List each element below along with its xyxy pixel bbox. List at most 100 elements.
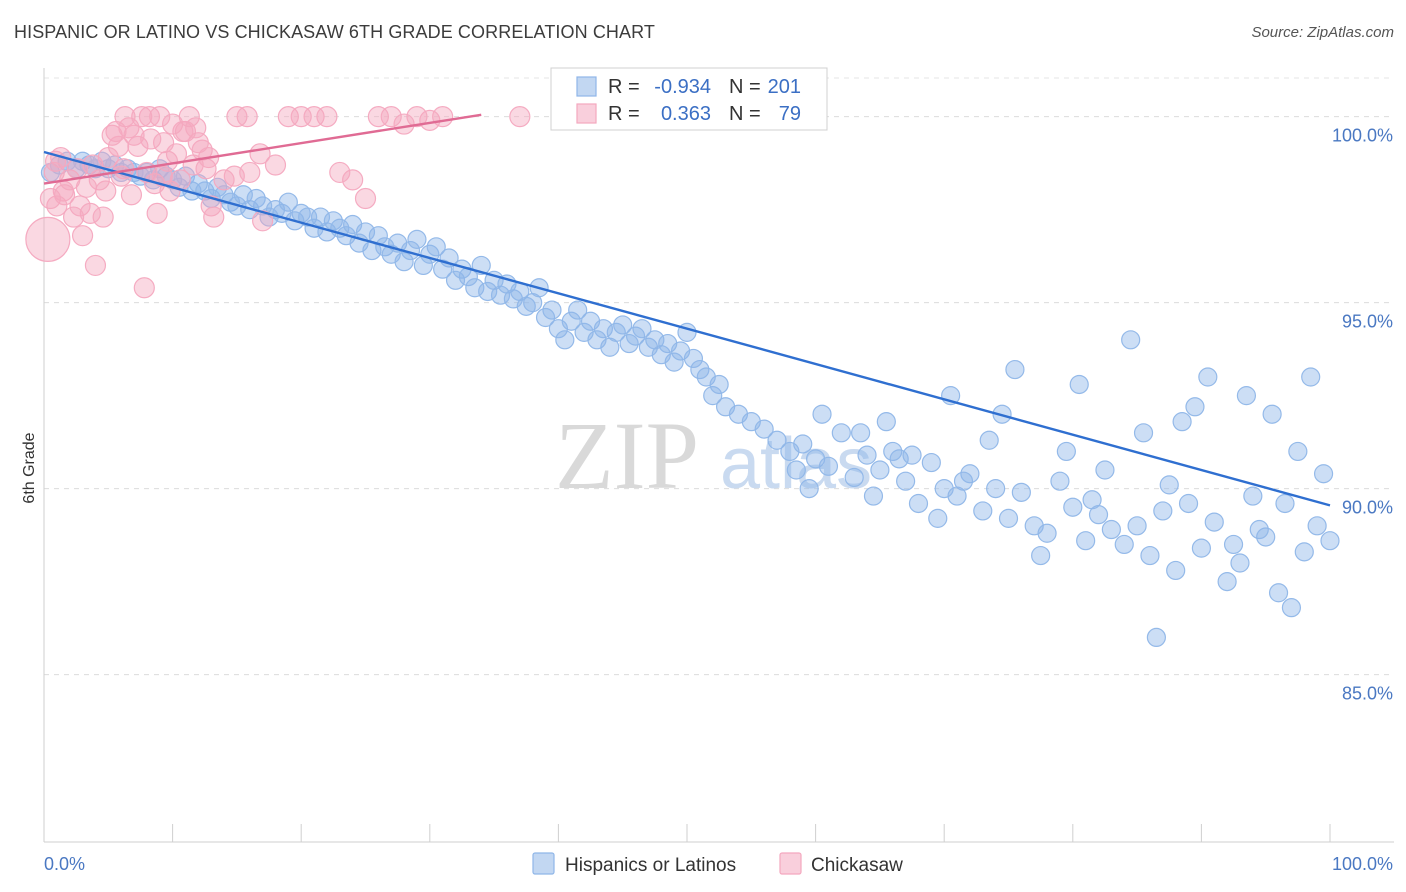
data-point <box>1082 490 1102 510</box>
data-point <box>432 106 454 128</box>
data-point <box>249 143 271 165</box>
data-point <box>1069 374 1089 395</box>
data-point <box>342 169 364 191</box>
data-point <box>120 184 143 206</box>
legend-r-value: -0.934 <box>654 76 711 98</box>
legend-n-label: N = <box>729 103 761 125</box>
data-point <box>973 501 993 521</box>
data-point <box>953 471 974 491</box>
data-point <box>1063 497 1083 517</box>
data-point <box>683 348 704 369</box>
data-point <box>1178 493 1199 514</box>
data-point <box>1307 516 1327 536</box>
data-point <box>79 202 101 224</box>
data-point <box>1243 486 1263 506</box>
data-point <box>664 352 684 372</box>
data-point <box>146 202 168 224</box>
data-point <box>1294 542 1314 562</box>
data-point <box>69 195 91 217</box>
data-point <box>1166 560 1186 581</box>
data-point <box>1127 516 1147 536</box>
data-point <box>555 330 575 350</box>
data-point <box>1268 583 1289 603</box>
data-point <box>1031 545 1051 566</box>
data-point <box>870 460 890 480</box>
data-point <box>1288 441 1308 462</box>
data-point <box>71 225 94 247</box>
data-point <box>1114 534 1134 555</box>
data-point <box>1140 545 1160 566</box>
legend-r-label: R = <box>608 103 640 125</box>
data-point <box>889 449 909 469</box>
legend-bottom: Hispanics or Latinos Chickasaw <box>532 852 903 876</box>
data-point <box>767 430 787 450</box>
data-point <box>107 135 130 157</box>
data-point <box>277 106 299 128</box>
data-point <box>1256 527 1276 547</box>
data-point <box>568 300 588 320</box>
data-point <box>1050 471 1070 491</box>
data-point <box>1275 493 1295 514</box>
data-points <box>25 106 1340 648</box>
data-point <box>95 180 117 202</box>
data-point <box>812 404 832 424</box>
legend-swatch <box>576 76 597 97</box>
data-point <box>1056 441 1076 462</box>
legend-swatch <box>576 103 597 124</box>
data-point <box>52 180 74 202</box>
data-point <box>1159 475 1179 495</box>
data-point <box>393 113 415 135</box>
data-point <box>203 206 225 228</box>
data-point <box>1037 523 1057 543</box>
data-point <box>818 456 839 476</box>
source-label: Source: ZipAtlas.com <box>1251 24 1394 41</box>
data-point <box>632 319 652 339</box>
data-point <box>1230 553 1250 573</box>
data-point <box>1011 482 1031 502</box>
data-point <box>394 252 414 272</box>
data-point <box>329 161 351 184</box>
x-tick-label: 100.0% <box>1332 854 1393 874</box>
data-point <box>1005 359 1025 380</box>
data-point <box>133 277 155 299</box>
legend-r-value: 0.363 <box>661 103 711 125</box>
y-axis-label: 6th Grade <box>21 432 38 503</box>
data-point <box>1262 404 1282 424</box>
y-tick-label: 100.0% <box>1332 126 1393 146</box>
data-point <box>851 423 871 443</box>
data-point <box>290 106 312 128</box>
data-point <box>542 300 562 320</box>
data-point <box>1320 531 1340 551</box>
data-point <box>1185 397 1205 417</box>
bottom-legend-swatch <box>532 852 555 875</box>
data-point <box>406 106 428 128</box>
legend-n-value: 79 <box>779 103 801 125</box>
data-point <box>236 106 258 128</box>
data-point <box>62 206 85 228</box>
data-point <box>535 307 556 328</box>
data-point <box>1101 519 1121 540</box>
data-point <box>986 479 1006 499</box>
bottom-legend-label: Hispanics or Latinos <box>565 855 736 876</box>
data-point <box>380 106 402 128</box>
data-point <box>908 493 929 514</box>
data-point <box>896 471 916 491</box>
data-point <box>921 452 941 473</box>
data-point <box>709 374 729 395</box>
data-point <box>876 412 896 432</box>
data-point <box>223 165 245 187</box>
data-point <box>703 386 723 406</box>
data-point <box>1313 464 1334 484</box>
data-point <box>25 216 71 262</box>
data-point <box>857 445 877 465</box>
data-point <box>490 285 511 305</box>
data-point <box>426 237 446 257</box>
data-point <box>1191 538 1212 558</box>
data-point <box>619 333 639 354</box>
trend-line-hispanics <box>43 150 1331 507</box>
data-point <box>367 106 389 128</box>
data-point <box>509 106 531 128</box>
chart-title: HISPANIC OR LATINO VS CHICKASAW 6TH GRAD… <box>14 22 655 42</box>
data-point <box>114 106 136 128</box>
